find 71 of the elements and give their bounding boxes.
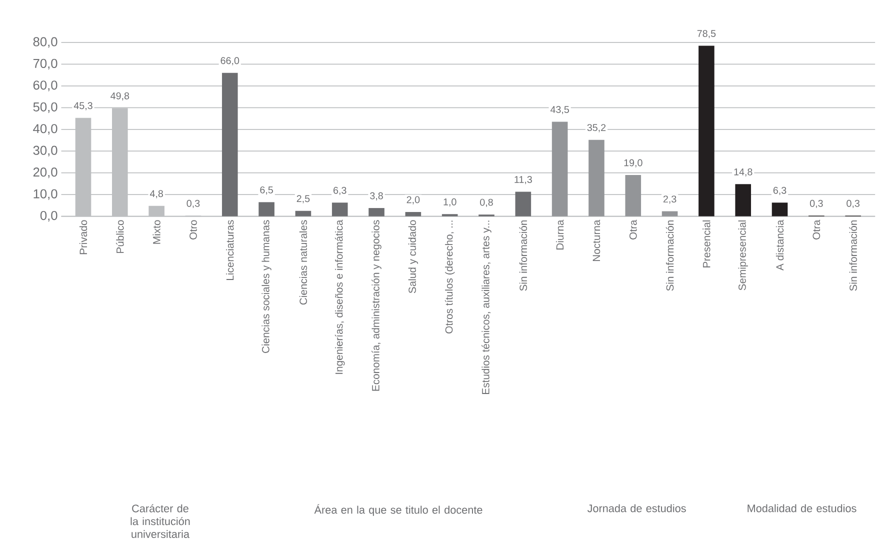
data-label: 3,8	[370, 192, 383, 200]
x-tick-label: Privado	[79, 220, 88, 254]
y-tick-label: 20,0	[33, 167, 58, 178]
data-label: 6,3	[773, 186, 786, 195]
x-tick-label: Semipresencial	[738, 220, 748, 290]
bar	[368, 208, 384, 216]
x-tick-label: Sin información	[666, 220, 674, 291]
text: Área en la que se titulo el docente	[314, 504, 482, 516]
x-tick-label: Diurna	[556, 220, 564, 250]
data-label: 2,0	[406, 196, 420, 204]
text: Modalidad de estudios	[748, 504, 856, 512]
bar	[332, 202, 348, 216]
data-label: 49,8	[110, 92, 130, 100]
bar	[772, 202, 788, 216]
y-tick-label: 30,0	[33, 146, 58, 156]
x-tick-label: Sin información	[519, 220, 528, 291]
bar	[515, 192, 532, 216]
x-tick-label: Salud y cuidado	[408, 220, 418, 294]
data-label: 1,0	[444, 198, 456, 206]
y-tick-label: 50,0	[33, 102, 58, 113]
data-label: 66,0	[220, 57, 240, 66]
y-tick-label: 0,0	[40, 210, 58, 222]
bar	[698, 46, 714, 216]
bar	[405, 212, 422, 216]
data-label: 11,3	[514, 176, 532, 184]
x-tick-label: Estudios técnicos, auxiliares, artes y...	[482, 220, 492, 394]
data-label: 19,0	[624, 159, 642, 168]
y-tick-label: 80,0	[33, 37, 58, 48]
x-tick-label: Otra	[629, 220, 637, 240]
data-label: 45,3	[74, 102, 92, 110]
data-label: 78,5	[697, 30, 716, 38]
bar	[222, 72, 238, 216]
data-label: 43,5	[550, 106, 569, 114]
x-tick-label: Ciencias sociales y humanas	[262, 220, 272, 353]
data-label: 14,8	[734, 168, 752, 176]
x-tick-label: Otro	[190, 220, 197, 240]
data-label: 6,5	[260, 186, 273, 195]
data-label: 0,3	[810, 200, 823, 208]
x-tick-label: Nocturna	[592, 220, 600, 261]
x-tick-label: Público	[116, 220, 124, 253]
y-tick-label: 10,0	[34, 189, 58, 200]
x-tick-label: Presencial	[702, 220, 710, 268]
x-tick-label: Licenciaturas	[226, 220, 234, 280]
x-tick-label: Otra	[812, 220, 820, 240]
bar	[295, 210, 312, 216]
data-label: 0,8	[480, 198, 493, 207]
text: Carácter de la institución universitaria	[130, 504, 190, 538]
y-tick-label: 40,0	[33, 124, 58, 135]
data-label: 35,2	[587, 124, 606, 132]
data-label: 2,5	[296, 195, 310, 204]
x-tick-label: Sin información	[849, 220, 857, 291]
x-tick-label: Economía, administración y negocios	[372, 220, 382, 391]
x-tick-label: A distancia	[776, 220, 784, 270]
y-tick-label: 60,0	[33, 80, 58, 92]
x-tick-label: Otros títulos (derecho, ...	[444, 220, 455, 334]
bar	[258, 202, 274, 216]
bar	[552, 122, 568, 216]
x-tick-label: Mixto	[152, 220, 160, 244]
data-label: 4,8	[150, 190, 163, 198]
data-label: 0,3	[846, 200, 860, 208]
data-label: 0,3	[186, 200, 200, 208]
bar	[662, 211, 678, 216]
x-tick-label: Ciencias naturales	[299, 220, 308, 305]
data-label: 6,3	[334, 186, 346, 195]
y-tick-label: 70,0	[33, 58, 58, 70]
text: Jornada de estudios	[587, 504, 686, 512]
data-label: 2,3	[663, 196, 676, 204]
bar	[625, 174, 642, 216]
x-tick-label: Ingenierías, diseños e informática	[334, 220, 345, 374]
bar	[588, 140, 604, 216]
bar	[735, 184, 752, 216]
